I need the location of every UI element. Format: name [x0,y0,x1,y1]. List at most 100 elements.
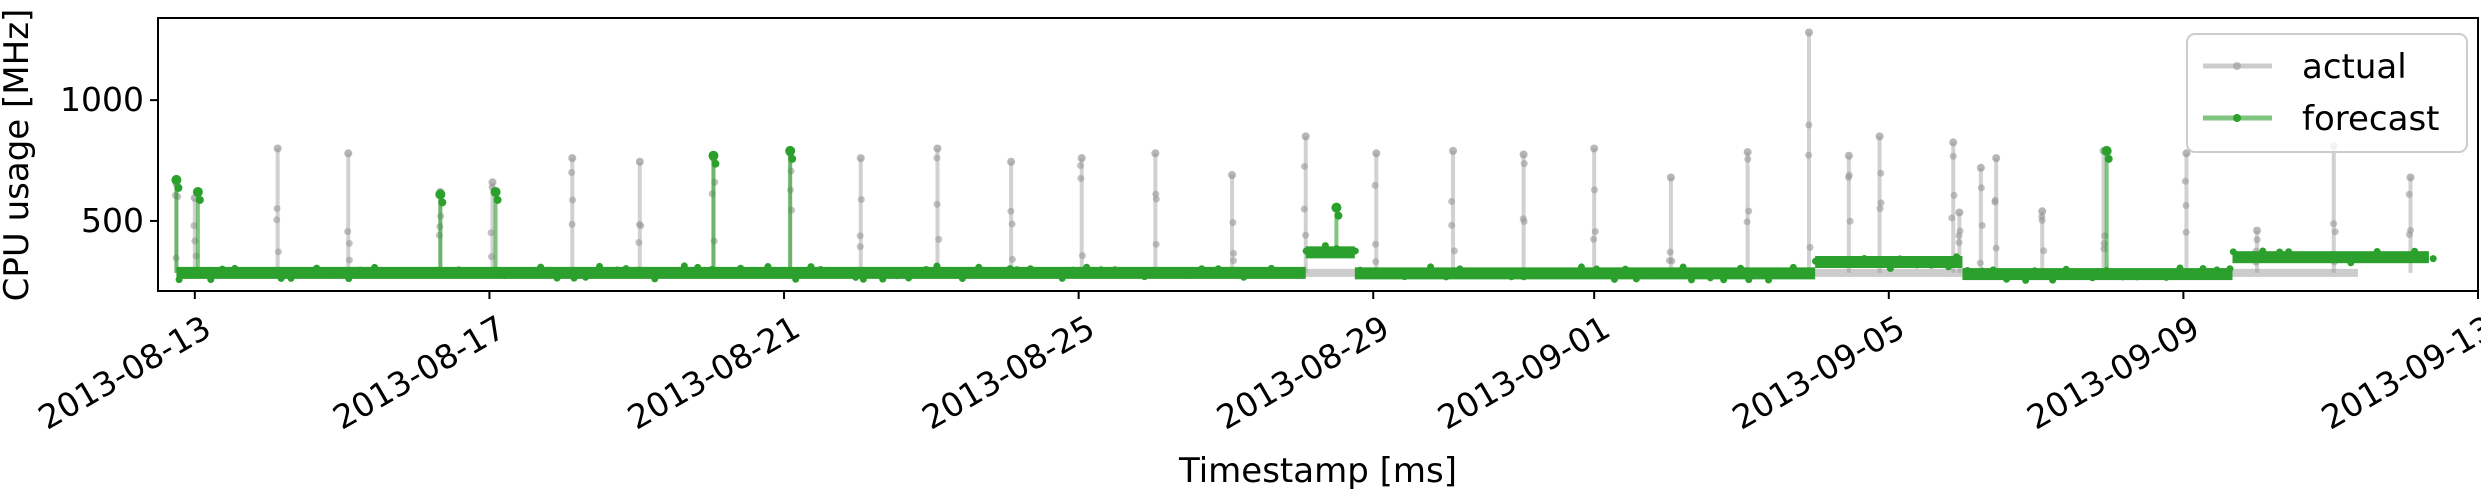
forecast-point [1632,275,1640,283]
forecast-point [2373,248,2381,256]
forecast-point [1013,266,1021,274]
forecast-point [2411,247,2419,255]
actual-point-26 [1949,138,1958,147]
actual-point-34-0 [2330,220,2338,228]
actual-point-27-1 [1956,227,1964,235]
y-axis-label: CPU usage [MHz] [0,9,37,302]
actual-point-28 [1976,163,1985,172]
actual-point-30-2 [2038,213,2046,221]
actual-point-24-1 [1846,217,1854,225]
actual-point-20-1 [1590,186,1598,194]
forecast-point [1267,264,1275,272]
actual-point-16-0 [1301,162,1309,170]
actual-series [171,28,2415,277]
forecast-point [1844,260,1852,268]
forecast-point [2229,248,2237,256]
actual-point-6-0 [569,196,577,204]
forecast-point-3-b [493,195,502,204]
actual-point-19 [1519,150,1528,159]
forecast-point [231,264,239,272]
forecast-point [2176,264,2184,272]
forecast-point [287,274,295,282]
forecast-point [1069,266,1077,274]
actual-point-24-2 [1844,173,1852,181]
forecast-point [720,268,728,276]
actual-point-3-2 [345,239,353,247]
actual-point-22-1 [1743,218,1751,226]
forecast-point [218,265,226,273]
forecast-point [175,276,183,284]
actual-point-32-0 [2182,201,2190,209]
actual-point-23-1 [1806,243,1814,251]
forecast-point [1886,265,1894,273]
forecast-point [1989,266,1997,274]
actual-point-10-0 [856,232,864,240]
actual-point-18-2 [1448,221,1456,229]
forecast-point [1302,247,1310,255]
forecast-point [2186,269,2194,277]
forecast-point [1427,263,1435,271]
forecast-point [958,274,966,282]
x-tick-label: 2013-09-05 [1726,308,1912,438]
forecast-point-4-b [711,159,720,168]
forecast-point [782,268,790,276]
forecast-point [402,271,410,279]
forecast-point [669,270,677,278]
forecast-point-6 [1331,202,1342,213]
forecast-point [1953,253,1961,261]
forecast-point [680,262,688,270]
actual-point-18-1 [1448,198,1456,206]
forecast-point [2133,273,2141,281]
forecast-point [1373,269,1381,277]
forecast-point [2259,247,2267,255]
actual-point-16-1 [1300,205,1308,213]
forecast-point [2299,254,2307,262]
actual-point-2-2 [274,248,282,256]
x-tick-label: 2013-08-21 [621,308,807,438]
actual-point-7-1 [635,220,643,228]
actual-point-35-2 [2406,230,2414,238]
forecast-point [989,271,997,279]
forecast-point [1896,255,1904,263]
legend-label-actual: actual [2302,47,2407,87]
forecast-point [634,266,642,274]
forecast-point [1456,265,1464,273]
actual-point-33-0 [2253,236,2261,244]
forecast-segment-1 [1305,246,1355,259]
forecast-point [1497,267,1505,275]
y-axis: 500 1000 [60,80,158,240]
forecast-point [2213,266,2221,274]
actual-point-22 [1743,148,1752,157]
x-tick-label: 2013-08-25 [915,308,1101,438]
actual-point-21-2 [1666,248,1674,256]
forecast-point [1382,269,1390,277]
forecast-point [893,272,901,280]
x-axis-label: Timestamp [ms] [1178,451,1457,490]
actual-point-3-1 [345,256,353,264]
forecast-point [187,271,195,279]
forecast-point-7-b [2104,154,2113,163]
forecast-point [313,264,321,272]
actual-point-2-0 [273,216,281,224]
actual-point-2-1 [273,205,281,213]
actual-point-34-1 [2331,228,2339,236]
actual-point-15-1 [1229,257,1237,265]
actual-point-1-1 [190,222,198,230]
actual-point-18 [1449,146,1458,155]
actual-point-13-0 [1078,252,1086,260]
actual-point-2 [273,144,282,153]
actual-point-27-2 [1955,238,1963,246]
forecast-point [1044,269,1052,277]
forecast-point [807,263,815,271]
actual-point-28-0 [1977,184,1985,192]
forecast-point [2119,273,2127,281]
forecast-point [2226,265,2234,273]
forecast-point [1687,276,1695,284]
actual-point-26-1 [1948,214,1956,222]
forecast-point [2285,248,2293,256]
forecast-point-0-b [174,183,183,192]
forecast-point [327,271,335,279]
forecast-point [1183,272,1191,280]
actual-point-14-1 [1152,195,1160,203]
